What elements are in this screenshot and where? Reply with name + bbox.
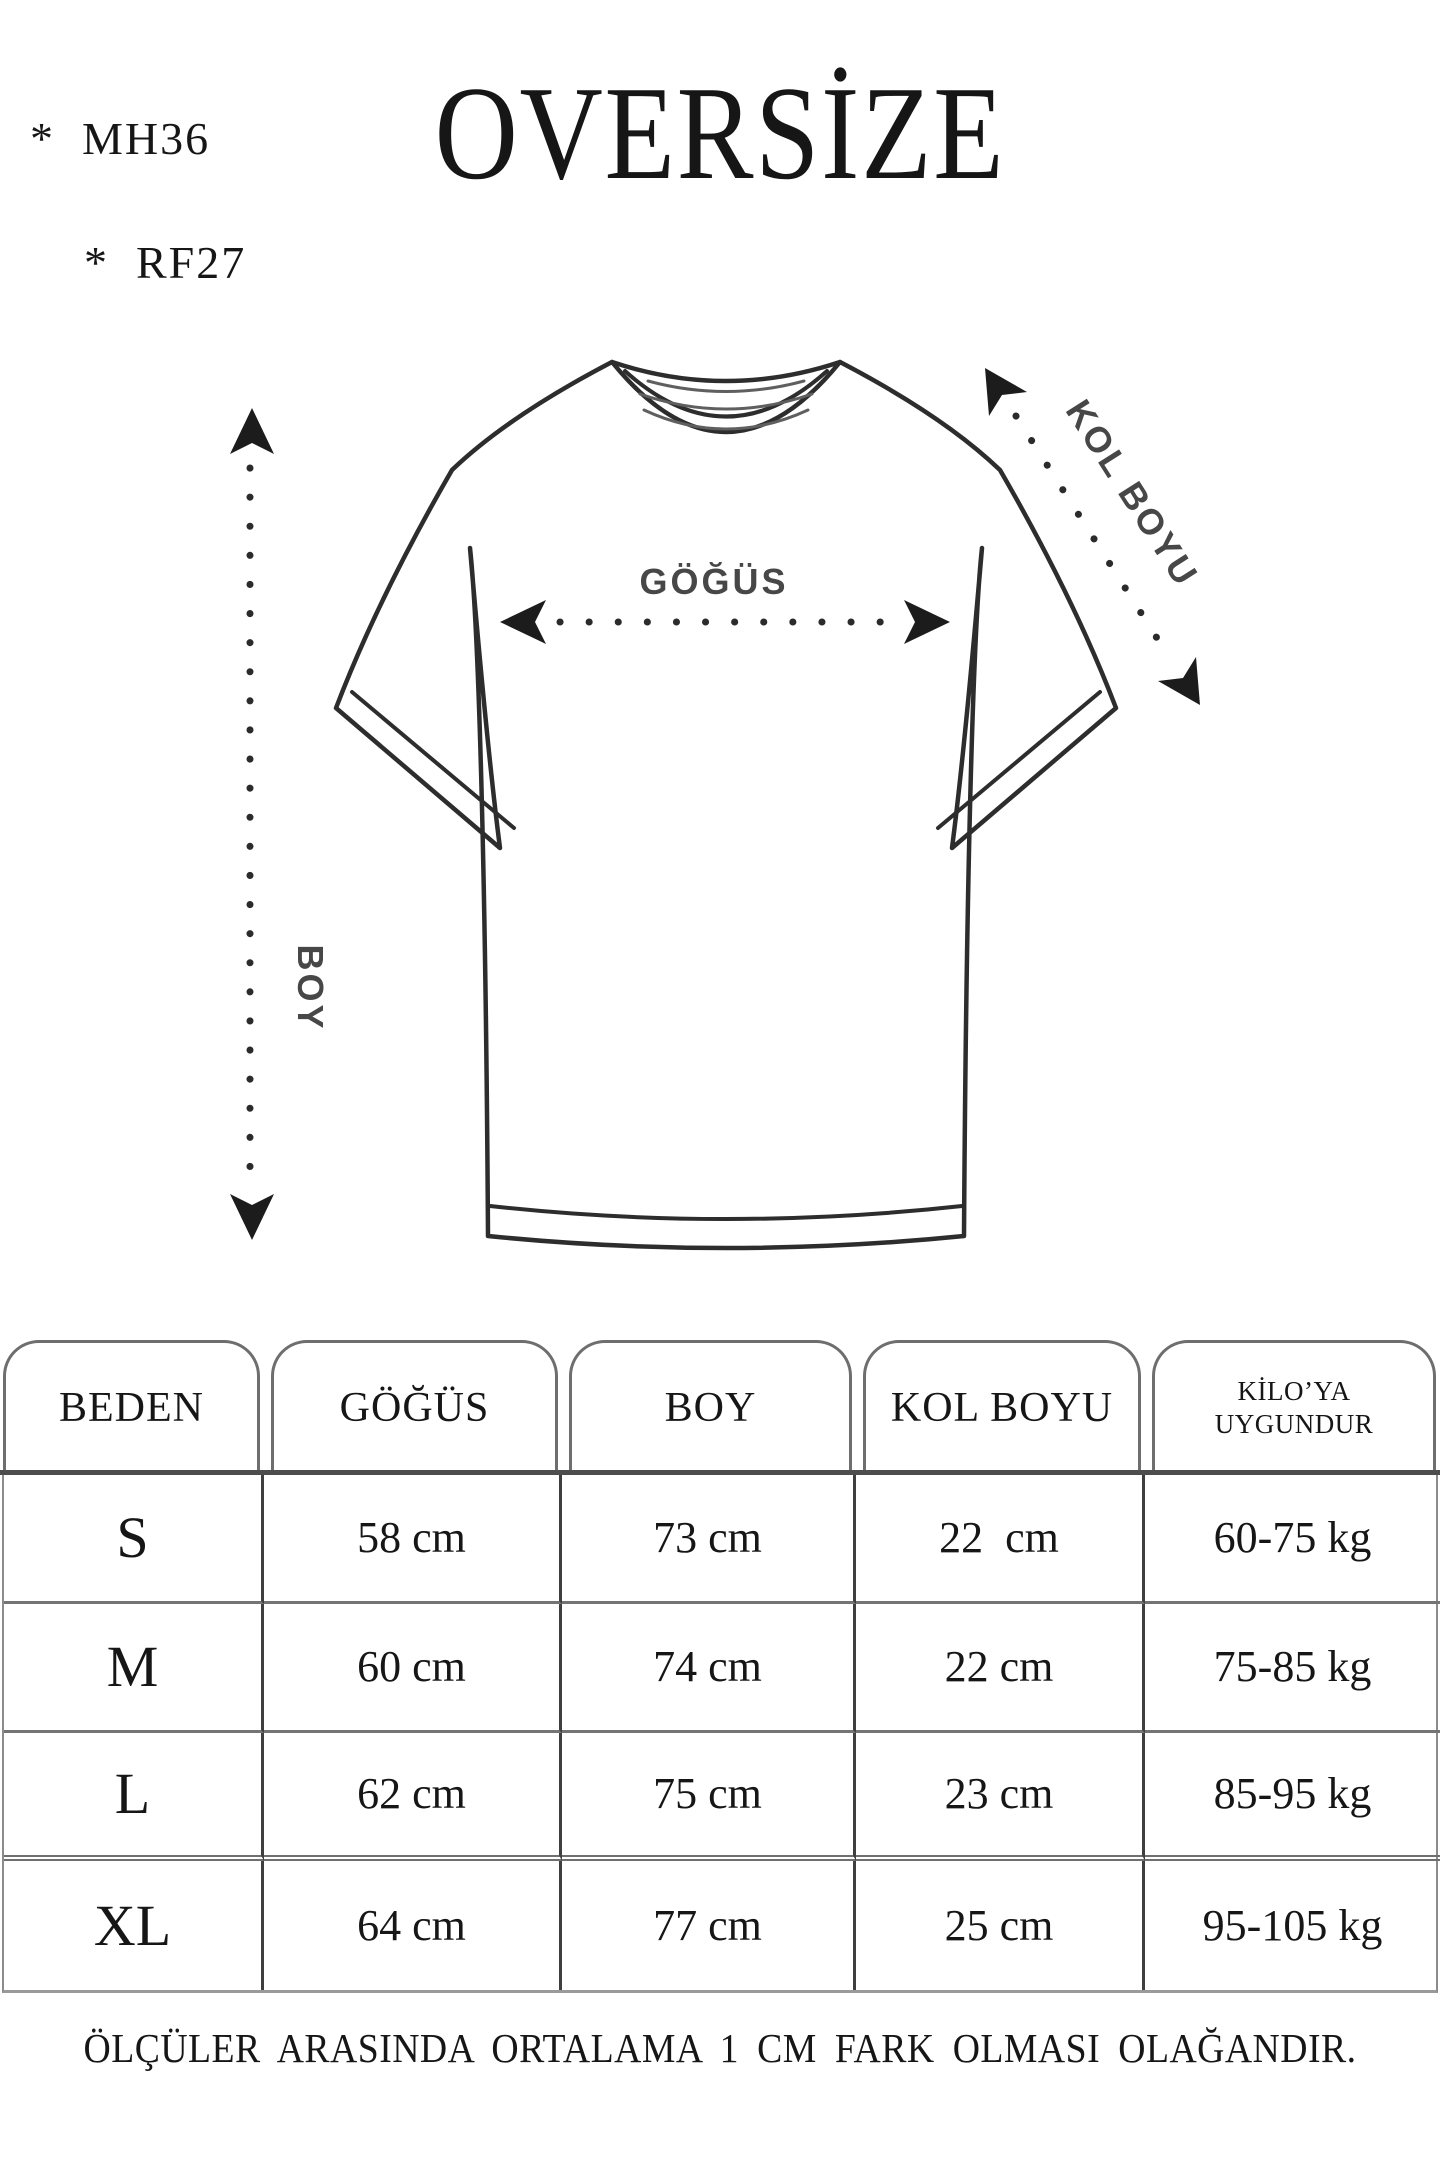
table-cell-sleeve: 22 cm xyxy=(856,1603,1145,1733)
table-cell-length: 77 cm xyxy=(562,1861,856,1990)
collar-rib-line-1 xyxy=(646,379,806,393)
measurement-tolerance-note: ÖLÇÜLER ARASINDA ORTALAMA 1 CM FARK OLMA… xyxy=(83,2025,1357,2071)
sleeve-arrowhead-top xyxy=(985,368,1027,416)
table-cell-chest: 60 cm xyxy=(264,1603,562,1733)
table-cell-length: 74 cm xyxy=(562,1603,856,1733)
sleeve-dotted-line xyxy=(1012,412,1173,661)
table-cell-chest: 58 cm xyxy=(264,1475,562,1604)
table-cell-chest: 62 cm xyxy=(264,1732,562,1862)
table-cell-weight: 95-105 kg xyxy=(1202,1901,1383,1951)
table-header-divider xyxy=(0,1470,1440,1475)
collar-rib-line-2 xyxy=(638,392,814,411)
sleeve-arrowhead-bottom xyxy=(1158,657,1200,705)
product-codes: * MH36 * RF27 xyxy=(30,108,246,356)
table-cell-size: M xyxy=(4,1603,264,1733)
table-cell-chest: 64 cm xyxy=(264,1861,562,1990)
chest-label: GÖĞÜS xyxy=(639,561,788,602)
table-header-weight: KİLO’YA UYGUNDUR xyxy=(1152,1340,1436,1473)
product-code-2: * RF27 xyxy=(84,237,247,288)
length-arrowhead-bottom xyxy=(230,1194,274,1240)
tshirt-measurement-diagram: BOY GÖĞÜS KOL BOYU xyxy=(230,359,1207,1251)
table-cell-sleeve: 22 cm xyxy=(856,1475,1145,1604)
table-cell-weight: 75-85 kg xyxy=(1145,1604,1440,1733)
hem-stitch xyxy=(488,1204,964,1221)
right-cuff-stitch xyxy=(936,690,1102,830)
table-header-length: BOY xyxy=(569,1340,852,1473)
product-code-1: * MH36 xyxy=(30,113,211,164)
table-header-weight-label: KİLO’YA UYGUNDUR xyxy=(1214,1376,1374,1439)
table-cell-weight: 85-95 kg xyxy=(1145,1733,1440,1862)
length-arrowhead-top xyxy=(230,408,274,454)
table-cell-size: S xyxy=(4,1475,264,1604)
table-header-chest: GÖĞÜS xyxy=(271,1340,558,1473)
collar-inner-curve xyxy=(623,369,829,419)
table-cell-weight: 60-75 kg xyxy=(1145,1475,1440,1604)
chest-arrowhead-right xyxy=(904,600,950,644)
sleeve-label: KOL BOYU xyxy=(1058,392,1207,594)
table-cell-size: XL xyxy=(4,1861,264,1990)
table-cell-length: 73 cm xyxy=(562,1475,856,1604)
table-cell-length: 75 cm xyxy=(562,1732,856,1862)
table-cell-sleeve: 25 cm xyxy=(856,1861,1145,1990)
tshirt-outline xyxy=(333,359,1119,1251)
collar-rib-line-3 xyxy=(642,408,810,431)
table-header-sleeve: KOL BOYU xyxy=(863,1340,1141,1473)
length-label: BOY xyxy=(290,944,331,1031)
table-cell-sleeve: 23 cm xyxy=(856,1732,1145,1862)
table-header-size: BEDEN xyxy=(3,1340,260,1473)
left-cuff-stitch xyxy=(350,690,516,830)
chest-arrowhead-left xyxy=(500,600,546,644)
table-cell-size: L xyxy=(4,1732,264,1862)
page-title: OVERSİZE xyxy=(434,59,1006,207)
size-table-body: S 58 cm 73 cm 22 cm 60-75 kg M 60 cm 74 … xyxy=(2,1475,1440,1993)
